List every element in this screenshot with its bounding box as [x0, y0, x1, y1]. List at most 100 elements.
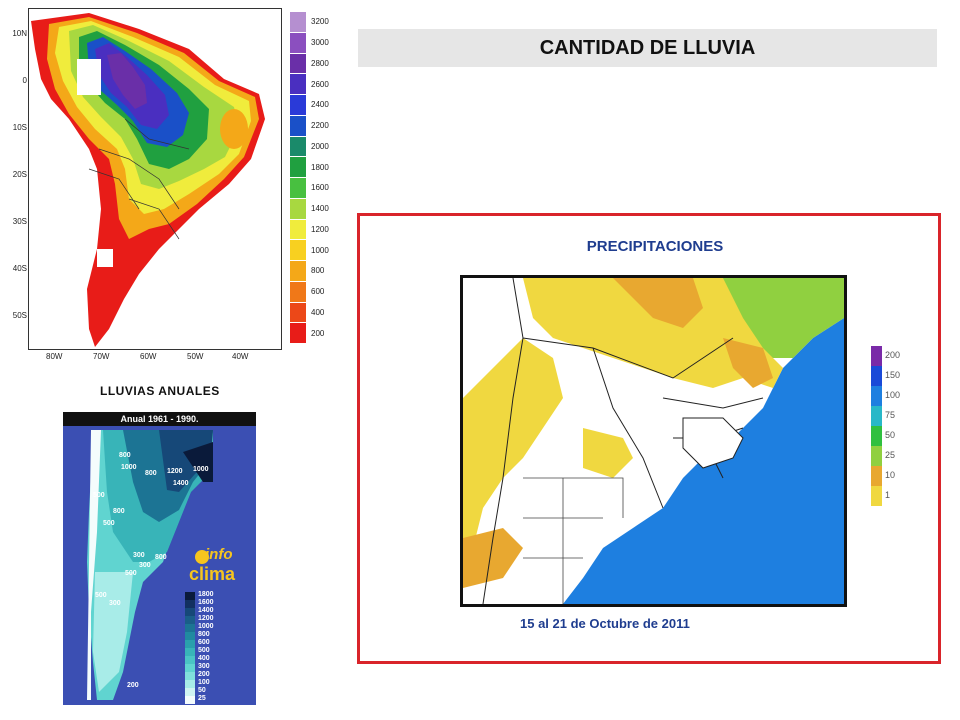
legend-label: 300	[198, 663, 210, 670]
logo-text-clima: clima	[189, 564, 236, 584]
legend-swatch	[871, 486, 882, 506]
south-america-rainfall-map: 10N 0 10S 20S 30S 40S 50S	[12, 8, 282, 350]
legend-swatch	[290, 323, 306, 344]
page-title: CANTIDAD DE LLUVIA	[539, 37, 756, 59]
south-america-map-graphic	[31, 13, 265, 347]
contour-label: 1200	[167, 468, 183, 475]
annual-rainfall-caption: LLUVIAS ANUALES	[100, 384, 220, 398]
legend-swatch	[290, 157, 306, 178]
contour-label: 500	[125, 570, 137, 577]
sa-color-legend	[290, 12, 306, 344]
title-bar: CANTIDAD DE LLUVIA	[358, 29, 937, 67]
legend-swatch	[290, 219, 306, 241]
precipitation-title: PRECIPITACIONES	[586, 238, 724, 255]
legend-swatch	[185, 608, 195, 616]
legend-label: 200	[885, 350, 901, 360]
legend-label: 1400	[198, 607, 214, 614]
legend-label: 1200	[311, 224, 329, 234]
legend-label: 100	[198, 679, 210, 686]
precipitation-map	[460, 275, 847, 607]
legend-label: 150	[885, 370, 901, 380]
legend-swatch	[290, 95, 306, 116]
contour-label: 800	[155, 554, 167, 561]
legend-swatch	[185, 664, 195, 672]
contour-label: 500	[93, 492, 105, 499]
legend-label: 25	[885, 450, 896, 460]
legend-label: 10	[885, 470, 896, 480]
legend-swatch	[185, 672, 195, 680]
legend-swatch	[290, 281, 306, 303]
legend-label: 2400	[311, 100, 329, 110]
precipitation-date-range: 15 al 21 de Octubre de 2011	[520, 616, 690, 631]
legend-label: 2600	[311, 79, 329, 89]
legend-label: 1000	[198, 623, 214, 630]
legend-swatch	[871, 426, 882, 446]
legend-label: 3000	[311, 38, 329, 48]
lon-label-50w: 50W	[187, 352, 204, 361]
legend-label: 200	[311, 328, 325, 338]
legend-label: 800	[311, 266, 325, 276]
logo-text-info: info	[205, 546, 233, 563]
legend-label: 600	[311, 287, 325, 297]
legend-swatch	[185, 680, 195, 688]
legend-swatch	[290, 32, 306, 54]
legend-label: 2000	[311, 141, 329, 151]
contour-label: 300	[133, 552, 145, 559]
legend-label: 500	[198, 647, 210, 654]
legend-label: 400	[198, 655, 210, 662]
lon-label-60w: 60W	[140, 352, 157, 361]
legend-swatch	[290, 178, 306, 199]
legend-label: 400	[311, 307, 325, 317]
legend-label: 25	[198, 695, 206, 702]
legend-swatch	[290, 261, 306, 282]
legend-label: 100	[885, 390, 901, 400]
legend-swatch	[185, 648, 195, 656]
contour-label: 800	[119, 452, 131, 459]
argentina-annual-map: Anual 1961 - 1990. 800 1000 800 1200 140…	[63, 412, 256, 705]
lat-label-30s: 30S	[12, 217, 27, 226]
legend-label: 2800	[311, 58, 329, 68]
contour-label: 300	[139, 562, 151, 569]
contour-label: 1400	[173, 480, 189, 487]
legend-swatch	[185, 656, 195, 664]
legend-swatch	[290, 302, 306, 324]
legend-swatch	[871, 366, 882, 386]
legend-label: 600	[198, 639, 210, 646]
legend-swatch	[290, 12, 306, 33]
legend-swatch	[871, 446, 882, 466]
legend-swatch	[185, 632, 195, 640]
legend-label: 3200	[311, 17, 329, 27]
legend-label: 1	[885, 490, 891, 500]
legend-label: 2200	[311, 121, 329, 131]
contour-label: 800	[113, 508, 125, 515]
legend-swatch	[290, 240, 306, 261]
lon-label-70w: 70W	[93, 352, 110, 361]
legend-label: 1600	[198, 599, 214, 606]
legend-label: 50	[198, 687, 206, 694]
legend-label: 1800	[311, 162, 329, 172]
legend-label: 75	[885, 410, 896, 420]
legend-swatch	[290, 74, 306, 95]
legend-label: 50	[885, 430, 896, 440]
lat-label-40s: 40S	[12, 264, 27, 273]
contour-label: 800	[145, 470, 157, 477]
legend-label: 200	[198, 671, 210, 678]
legend-swatch	[185, 592, 195, 600]
legend-swatch	[185, 616, 195, 624]
legend-swatch	[871, 466, 882, 486]
legend-swatch	[871, 346, 882, 366]
lon-label-80w: 80W	[46, 352, 63, 361]
lat-label-10n: 10N	[12, 29, 27, 38]
legend-swatch	[185, 624, 195, 632]
argentina-map-graphic	[87, 430, 213, 700]
contour-label: 1000	[121, 464, 137, 471]
legend-label: 1200	[198, 615, 214, 622]
lon-label-40w: 40W	[232, 352, 249, 361]
legend-swatch	[290, 136, 306, 158]
legend-label: 800	[198, 631, 210, 638]
legend-swatch	[185, 640, 195, 648]
sun-icon	[195, 550, 209, 564]
contour-label: 300	[109, 600, 121, 607]
infoclima-logo: info clima	[187, 546, 251, 588]
legend-swatch	[290, 53, 306, 75]
